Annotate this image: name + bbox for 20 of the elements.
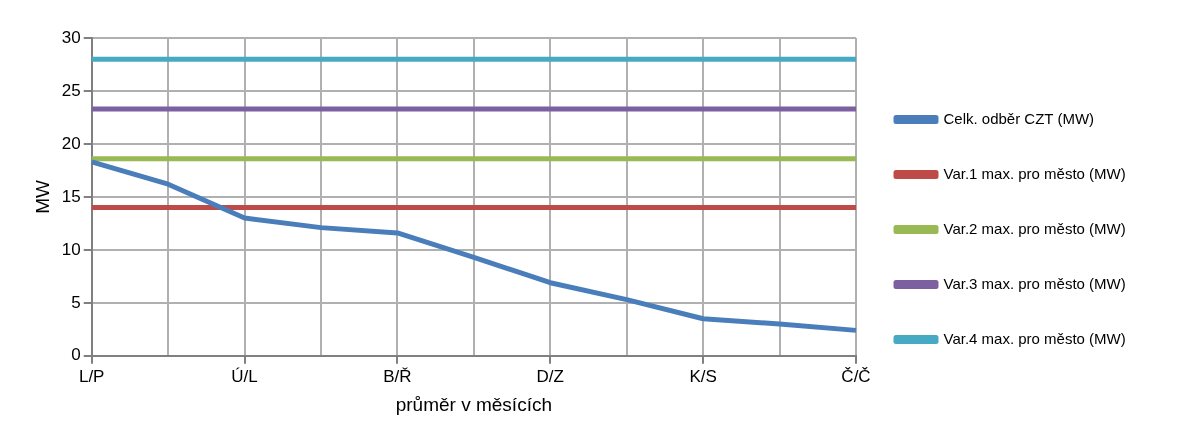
- x-tick-label: Č/Č: [841, 366, 871, 386]
- y-tick-label: 0: [71, 345, 81, 365]
- x-tick-label: Ú/L: [231, 366, 258, 386]
- x-tick-label: K/S: [689, 366, 717, 386]
- x-axis-title: průměr v měsících: [395, 393, 552, 415]
- legend-label: Celk. odběr CZT (MW): [943, 109, 1095, 127]
- legend-label: Var.3 max. pro město (MW): [943, 274, 1126, 292]
- y-tick-label: 15: [61, 186, 81, 206]
- legend-label: Var.2 max. pro město (MW): [943, 219, 1126, 237]
- legend-label: Var.1 max. pro město (MW): [943, 164, 1126, 182]
- y-tick-label: 20: [61, 133, 81, 153]
- y-tick-label: 30: [61, 27, 81, 47]
- y-axis-title: MW: [31, 179, 53, 214]
- x-tick-label: L/P: [78, 366, 105, 386]
- y-tick-label: 25: [61, 80, 81, 100]
- x-tick-label: D/Z: [536, 366, 564, 386]
- x-tick-label: B/Ř: [383, 366, 412, 386]
- y-tick-label: 10: [61, 239, 81, 259]
- legend-label: Var.4 max. pro město (MW): [943, 329, 1126, 347]
- y-tick-label: 5: [71, 292, 81, 312]
